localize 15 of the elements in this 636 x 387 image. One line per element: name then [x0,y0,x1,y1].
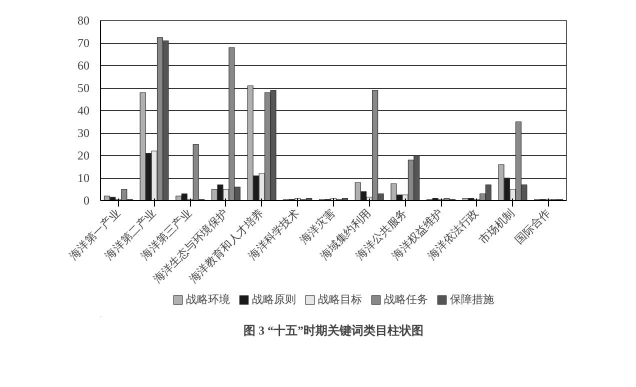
y-tick-label: 80 [78,14,90,28]
y-tick-label: 10 [78,171,90,185]
legend-label: 战略目标 [318,293,362,307]
y-tick-label: 40 [78,104,90,118]
y-tick-label: 60 [78,58,90,72]
y-tick-label: 70 [78,36,90,50]
legend-label: 战略任务 [384,293,428,307]
text: 图 3 “十五”时期关键词类目柱状图 [244,324,424,338]
y-tick-label: 30 [78,126,90,140]
legend-label: 战略环境 [186,292,230,307]
legend-label: 保障措施 [450,292,494,307]
y-tick-label: 20 [78,148,90,162]
legend-label: 战略原则 [252,293,296,307]
y-tick-label: 0 [84,194,90,208]
y-tick-label: 50 [78,81,90,95]
